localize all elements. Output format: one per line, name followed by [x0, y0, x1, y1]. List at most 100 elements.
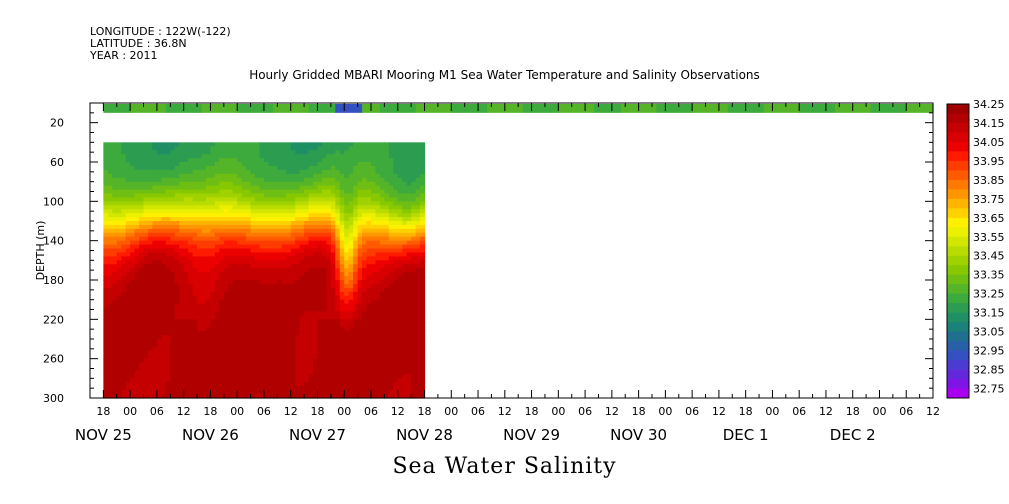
field-cell	[219, 390, 225, 395]
field-cell	[384, 221, 390, 226]
field-cell	[130, 295, 136, 301]
field-cell	[192, 169, 198, 175]
field-cell	[161, 315, 167, 320]
field-cell	[116, 213, 122, 218]
field-cell	[286, 394, 292, 399]
field-cell	[197, 256, 203, 261]
field-cell	[411, 283, 417, 289]
field-cell	[223, 217, 229, 222]
field-cell	[241, 354, 247, 360]
field-cell	[388, 390, 394, 395]
field-cell	[219, 201, 225, 206]
field-cell	[357, 280, 363, 285]
field-cell	[250, 150, 256, 155]
field-cell	[263, 370, 270, 375]
field-cell	[353, 283, 359, 289]
field-cell	[241, 205, 247, 210]
field-cell	[134, 158, 140, 163]
field-cell	[411, 154, 417, 159]
field-cell	[272, 374, 278, 379]
field-cell	[255, 386, 261, 391]
field-cell	[277, 224, 283, 230]
field-cell	[304, 307, 310, 313]
field-cell	[415, 350, 421, 356]
field-cell	[326, 342, 332, 348]
field-cell	[371, 260, 377, 265]
field-cell	[272, 291, 278, 297]
field-cell	[268, 276, 274, 281]
field-cell	[415, 299, 421, 305]
field-cell	[268, 307, 274, 313]
field-cell	[308, 260, 314, 265]
field-cell	[205, 335, 212, 340]
field-cell	[139, 299, 145, 305]
field-cell	[406, 158, 412, 163]
field-cell	[321, 154, 327, 159]
field-cell	[183, 311, 189, 316]
field-cell	[308, 256, 314, 261]
field-cell	[130, 240, 136, 246]
field-cell	[393, 358, 399, 364]
field-cell	[393, 264, 399, 269]
field-cell	[321, 146, 327, 151]
field-cell	[330, 319, 336, 324]
field-cell	[286, 370, 292, 375]
field-cell	[313, 264, 319, 269]
field-cell	[393, 146, 399, 151]
field-cell	[339, 315, 345, 320]
field-cell	[165, 162, 171, 167]
field-cell	[415, 303, 421, 309]
field-cell	[393, 287, 399, 293]
field-cell	[246, 323, 252, 328]
field-cell	[130, 366, 136, 372]
field-cell	[121, 272, 127, 277]
field-cell	[103, 268, 109, 273]
field-cell	[313, 327, 319, 332]
field-cell	[250, 268, 256, 273]
field-cell	[397, 232, 403, 238]
field-cell	[326, 366, 332, 372]
field-cell	[281, 193, 287, 198]
field-cell	[299, 299, 305, 305]
field-cell	[371, 303, 377, 309]
field-cell	[263, 185, 270, 191]
field-cell	[295, 209, 301, 214]
field-cell	[411, 331, 417, 336]
field-cell	[281, 209, 287, 214]
field-cell	[121, 201, 127, 206]
field-cell	[214, 366, 220, 372]
field-cell	[290, 276, 296, 281]
field-cell	[134, 358, 140, 364]
field-cell	[214, 181, 220, 187]
field-cell	[250, 291, 256, 297]
field-cell	[174, 185, 180, 191]
field-cell	[210, 331, 216, 336]
field-cell	[143, 146, 149, 151]
field-cell	[397, 150, 403, 155]
field-cell	[402, 335, 408, 340]
field-cell	[228, 154, 234, 159]
surface-cell	[611, 103, 622, 113]
field-cell	[250, 386, 256, 391]
field-cell	[223, 189, 229, 195]
field-cell	[197, 165, 203, 171]
field-cell	[143, 382, 149, 387]
field-cell	[371, 299, 377, 305]
field-cell	[308, 169, 314, 175]
field-cell	[402, 264, 408, 269]
field-cell	[197, 213, 203, 218]
field-cell	[379, 370, 385, 375]
field-cell	[197, 327, 203, 332]
field-cell	[268, 299, 274, 305]
field-cell	[201, 193, 207, 198]
field-cell	[317, 394, 323, 399]
field-cell	[210, 244, 216, 250]
field-cell	[281, 197, 287, 202]
field-cell	[112, 370, 118, 375]
field-cell	[103, 366, 109, 372]
field-cell	[415, 244, 421, 250]
field-cell	[397, 374, 403, 379]
field-cell	[165, 256, 171, 261]
surface-cell	[594, 103, 604, 113]
field-cell	[103, 169, 109, 175]
